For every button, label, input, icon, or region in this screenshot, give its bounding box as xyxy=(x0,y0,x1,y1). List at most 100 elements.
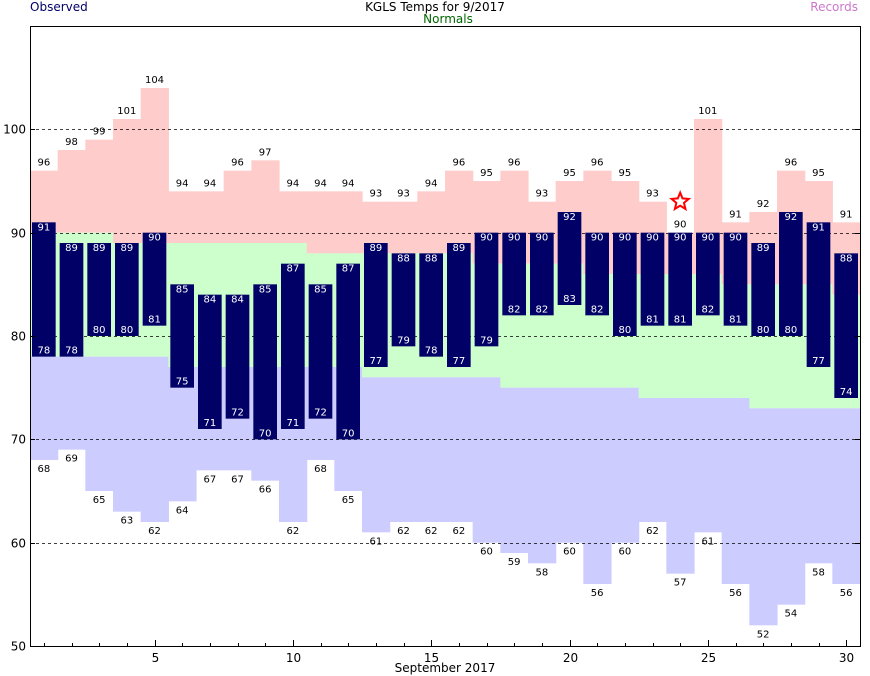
observed-bar xyxy=(474,232,499,347)
record-low-band xyxy=(30,356,59,460)
y-tick-label: 70 xyxy=(11,433,26,447)
record-low-label: 66 xyxy=(259,485,272,496)
record-low-label: 61 xyxy=(701,536,714,547)
record-high-label: 104 xyxy=(145,75,164,86)
observed-high-label: 92 xyxy=(563,212,576,223)
observed-low-label: 80 xyxy=(757,325,770,336)
record-low-label: 65 xyxy=(342,495,355,506)
observed-bar xyxy=(253,284,277,440)
observed-bar xyxy=(170,284,194,388)
observed-bar xyxy=(613,232,637,336)
x-tick-label: 10 xyxy=(286,651,301,665)
record-high-band xyxy=(113,119,142,243)
observed-high-label: 91 xyxy=(812,222,825,233)
observed-bar xyxy=(419,253,443,357)
record-high-label: 95 xyxy=(618,168,631,179)
record-low-label: 65 xyxy=(93,495,106,506)
record-low-band xyxy=(611,387,640,543)
record-high-band xyxy=(223,170,252,243)
record-high-band xyxy=(389,201,418,254)
record-high-label: 96 xyxy=(784,158,797,169)
observed-low-label: 70 xyxy=(342,428,355,439)
record-low-label: 54 xyxy=(784,609,797,620)
record-high-label: 90 xyxy=(674,220,687,231)
record-low-label: 64 xyxy=(176,505,189,516)
observed-bar xyxy=(696,232,720,316)
record-high-label: 99 xyxy=(93,127,106,138)
record-high-band xyxy=(57,150,86,233)
record-high-label: 92 xyxy=(757,199,770,210)
record-low-band xyxy=(445,377,474,522)
observed-high-label: 90 xyxy=(618,233,631,244)
record-low-label: 61 xyxy=(369,536,382,547)
record-low-band xyxy=(583,387,612,584)
observed-low-label: 77 xyxy=(812,356,825,367)
record-low-band xyxy=(694,398,723,533)
record-low-band xyxy=(528,387,557,564)
observed-high-label: 88 xyxy=(397,253,410,264)
record-low-band xyxy=(721,398,750,584)
observed-high-label: 90 xyxy=(480,233,493,244)
record-high-band xyxy=(140,88,169,243)
record-low-label: 62 xyxy=(425,526,438,537)
observed-high-label: 85 xyxy=(176,284,189,295)
observed-high-label: 90 xyxy=(508,233,521,244)
observed-low-label: 78 xyxy=(37,346,50,357)
record-low-label: 62 xyxy=(646,526,659,537)
record-low-label: 63 xyxy=(120,516,133,527)
record-high-label: 96 xyxy=(231,158,244,169)
observed-high-label: 89 xyxy=(757,243,770,254)
observed-low-label: 81 xyxy=(674,315,687,326)
observed-low-label: 79 xyxy=(480,335,493,346)
record-low-label: 68 xyxy=(37,464,50,475)
observed-bar xyxy=(806,222,831,367)
record-low-label: 62 xyxy=(452,526,465,537)
observed-high-label: 89 xyxy=(120,243,133,254)
record-high-band xyxy=(334,191,363,254)
record-high-label: 94 xyxy=(286,178,299,189)
observed-low-label: 81 xyxy=(729,315,742,326)
observed-bar xyxy=(281,263,305,429)
y-tick-label: 60 xyxy=(11,537,26,551)
observed-low-label: 82 xyxy=(591,304,604,315)
observed-high-label: 85 xyxy=(259,284,272,295)
record-high-label: 94 xyxy=(342,178,355,189)
record-low-label: 62 xyxy=(286,526,299,537)
observed-high-label: 88 xyxy=(840,253,853,264)
observed-bar xyxy=(198,294,222,429)
observed-low-label: 75 xyxy=(176,377,189,388)
observed-high-label: 90 xyxy=(535,233,548,244)
y-tick-label: 100 xyxy=(3,123,26,137)
record-low-label: 57 xyxy=(674,578,687,589)
observed-low-label: 71 xyxy=(286,418,299,429)
record-high-label: 94 xyxy=(425,178,438,189)
record-high-band xyxy=(251,160,280,243)
record-high-label: 96 xyxy=(37,158,50,169)
observed-bar xyxy=(115,243,139,336)
record-high-label: 95 xyxy=(563,168,576,179)
observed-bar xyxy=(640,232,665,326)
record-low-band xyxy=(85,356,114,491)
x-tick-label: 5 xyxy=(152,651,160,665)
observed-low-label: 78 xyxy=(425,346,438,357)
observed-low-label: 81 xyxy=(148,315,161,326)
record-low-label: 67 xyxy=(231,474,244,485)
record-high-label: 101 xyxy=(117,106,136,117)
record-high-label: 91 xyxy=(729,209,742,220)
record-low-label: 56 xyxy=(591,588,604,599)
x-axis-label: September 2017 xyxy=(395,661,496,675)
value-label-layer: 91 78 96 68 89 78 98 69 89 80 99 65 89 80 101 63 90 81 104… xyxy=(37,75,852,640)
observed-low-label: 80 xyxy=(120,325,133,336)
record-high-label: 93 xyxy=(369,189,382,200)
observed-bar xyxy=(142,232,167,326)
x-tick-label: 15 xyxy=(424,651,439,665)
record-low-label: 62 xyxy=(397,526,410,537)
record-low-label: 58 xyxy=(535,567,548,578)
record-low-label: 56 xyxy=(729,588,742,599)
record-low-band xyxy=(57,356,86,450)
observed-low-label: 74 xyxy=(840,387,853,398)
record-high-band xyxy=(306,191,335,254)
observed-bar xyxy=(668,232,692,326)
observed-bar xyxy=(32,222,56,357)
